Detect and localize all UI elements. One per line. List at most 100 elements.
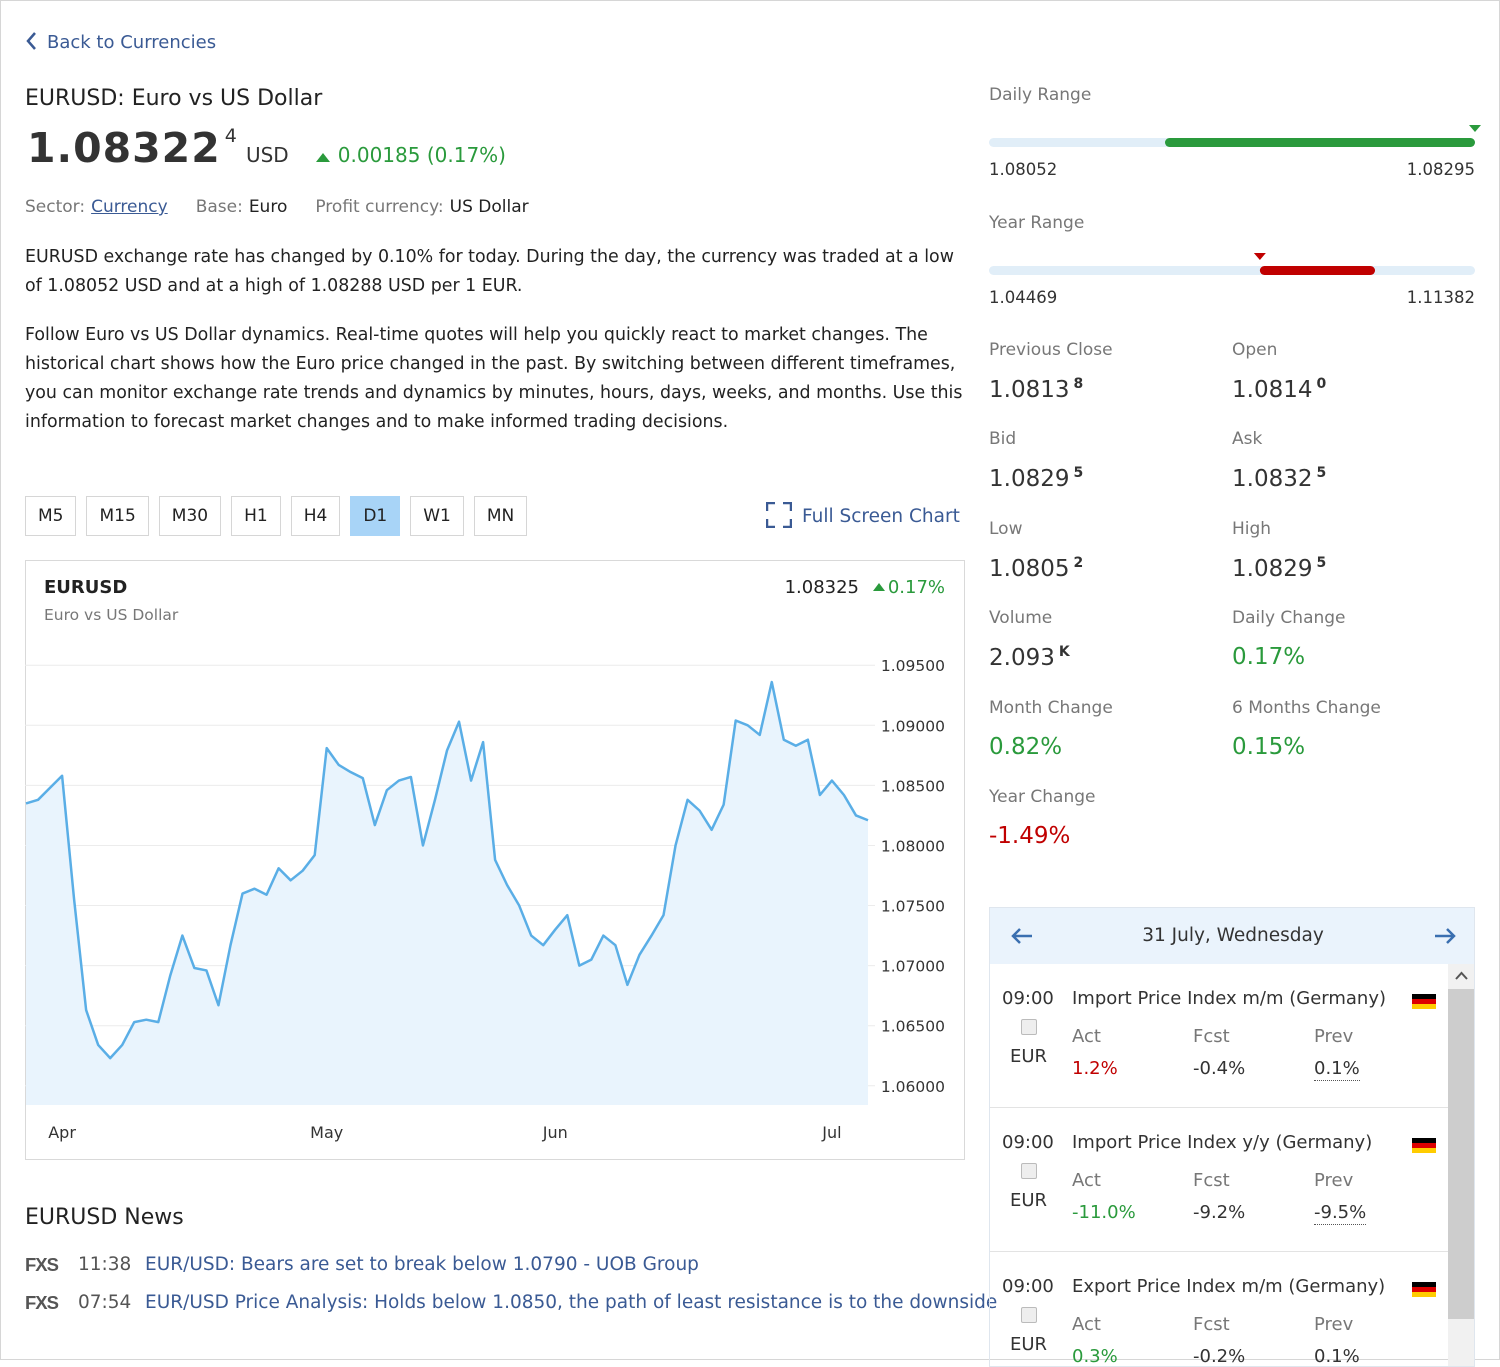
stat-number: 1.0829 [1232, 555, 1313, 582]
news-source: FXS [25, 1254, 59, 1275]
event-previous: -9.5% [1314, 1202, 1367, 1225]
full-screen-text: Full Screen Chart [802, 506, 960, 527]
meta-label: Base: [195, 197, 243, 217]
flag [1412, 1138, 1436, 1153]
stat-label: 6 Months Change [1232, 697, 1381, 718]
column-label: Act [1072, 1314, 1101, 1335]
news-time: 07:54 [78, 1292, 132, 1313]
timeframe-button[interactable]: M15 [86, 496, 149, 536]
range-label: Daily Range [989, 85, 1092, 105]
chart-last: 1.08325 [785, 577, 859, 598]
range-marker [1469, 125, 1481, 132]
event-currency: EUR [1010, 1334, 1048, 1355]
stat-value: 0.17% [1232, 644, 1305, 670]
meta-value[interactable]: Currency [91, 197, 168, 217]
scroll-up[interactable] [1448, 964, 1475, 988]
timeframe-button[interactable]: M30 [158, 496, 222, 536]
column-label: Fcst [1193, 1170, 1230, 1191]
y-tick-label: 1.09500 [881, 657, 945, 675]
stat-sup: 5 [1316, 465, 1327, 482]
stat-label: Daily Change [1232, 608, 1346, 629]
range-high: 1.11382 [1406, 288, 1475, 307]
column-label: Fcst [1193, 1026, 1230, 1047]
meta-label: Sector: [25, 197, 86, 217]
stat-value: 1.0829 5 [989, 465, 1083, 492]
scrollbar-thumb[interactable] [1448, 989, 1474, 1319]
scrollbar-track [1448, 964, 1475, 1366]
news-source: FXS [25, 1292, 59, 1313]
y-tick-label: 1.08000 [881, 837, 945, 855]
range-high: 1.08295 [1406, 160, 1475, 179]
timeframe-button[interactable]: W1 [410, 496, 464, 536]
prev-day[interactable] [1010, 926, 1034, 946]
chevron-icon [26, 32, 36, 50]
x-tick-label: Jun [542, 1123, 568, 1142]
stat-label: Year Change [989, 787, 1096, 807]
stat-number: -1.49% [989, 823, 1071, 849]
stat-value: 1.0814 0 [1232, 376, 1326, 403]
stat-number: 1.0814 [1232, 377, 1313, 403]
event-previous: 0.1% [1314, 1346, 1360, 1367]
calendar-date: 31 July, Wednesday [1142, 925, 1324, 946]
stat-sup: 5 [1316, 554, 1327, 571]
event-list: 09:00 EUR Import Price Index m/m (Germany)… [990, 964, 1448, 1367]
event-currency: EUR [1010, 1046, 1048, 1067]
x-tick-label: May [310, 1123, 343, 1142]
flag [1412, 1282, 1436, 1297]
stat-number: 1.0829 [989, 466, 1070, 493]
checkbox[interactable] [1021, 1307, 1037, 1323]
g [989, 253, 1475, 275]
news-headline[interactable]: EUR/USD: Bears are set to break below 1.… [145, 1254, 699, 1275]
range-bar [989, 253, 1475, 275]
checkbox[interactable] [1021, 1019, 1037, 1035]
back-link[interactable]: Back to Currencies [25, 31, 216, 53]
flag [1412, 994, 1436, 1009]
event-name: Import Price Index y/y (Germany) [1072, 1132, 1373, 1153]
checkbox[interactable] [1021, 1163, 1037, 1179]
stat-number: 0.82% [989, 733, 1063, 760]
y-tick-label: 1.09000 [881, 717, 945, 735]
event-time: 09:00 [1002, 1276, 1054, 1297]
stat-sup: 0 [1316, 376, 1327, 392]
g [989, 125, 1481, 147]
timeframe-button[interactable]: MN [473, 496, 528, 536]
range-low: 1.04469 [989, 288, 1058, 307]
paragraph: EURUSD exchange rate has changed by 0.10… [25, 247, 954, 297]
chart-subtitle: Euro vs US Dollar [44, 606, 179, 624]
range-marker [1253, 253, 1266, 260]
stat-label: Ask [1232, 429, 1263, 450]
area [26, 682, 868, 1105]
next-day[interactable] [1433, 926, 1457, 946]
timeframe-button[interactable]: H4 [290, 496, 341, 536]
x-tick-label: Apr [48, 1123, 76, 1142]
timeframe-button[interactable]: D1 [350, 496, 401, 536]
stat-label: Low [989, 518, 1023, 539]
news-headline[interactable]: EUR/USD Price Analysis: Holds below 1.08… [145, 1292, 998, 1313]
range-track [989, 266, 1475, 275]
news-item: FXS 11:38 EUR/USD: Bears are set to break … [25, 1250, 965, 1280]
stat-number: 0.15% [1232, 733, 1306, 760]
range-fill [1259, 266, 1376, 275]
timeframe-button[interactable]: H1 [231, 496, 281, 536]
fullscreen-icon [765, 501, 793, 529]
stat-value: 1.0829 5 [1232, 555, 1326, 582]
news-title: EURUSD News [25, 1205, 184, 1230]
meta-value: Euro [248, 197, 288, 217]
change: 0.00185 (0.17%) [315, 143, 506, 167]
calendar: 31 July, Wednesday 09:00 EUR Import Price … [989, 907, 1475, 1367]
price-line [25, 680, 869, 1060]
event-actual: -11.0% [1072, 1202, 1136, 1223]
y-tick-label: 1.08500 [881, 777, 945, 795]
stat-sup: 5 [1073, 465, 1084, 482]
timeframe-button[interactable]: M5 [25, 496, 77, 536]
column-label: Act [1072, 1170, 1101, 1191]
event-actual: 1.2% [1072, 1058, 1118, 1079]
event: 09:00 EUR Import Price Index y/y (Germany)… [990, 1108, 1448, 1252]
stat-number: 2.093 [989, 645, 1055, 672]
full-screen-link[interactable]: Full Screen Chart [765, 501, 960, 529]
up-triangle [873, 583, 885, 591]
chart-symbol: EURUSD [44, 577, 127, 598]
y-tick-label: 1.06500 [881, 1018, 945, 1036]
stat-number: 1.0805 [989, 555, 1070, 582]
event-time: 09:00 [1002, 988, 1054, 1009]
